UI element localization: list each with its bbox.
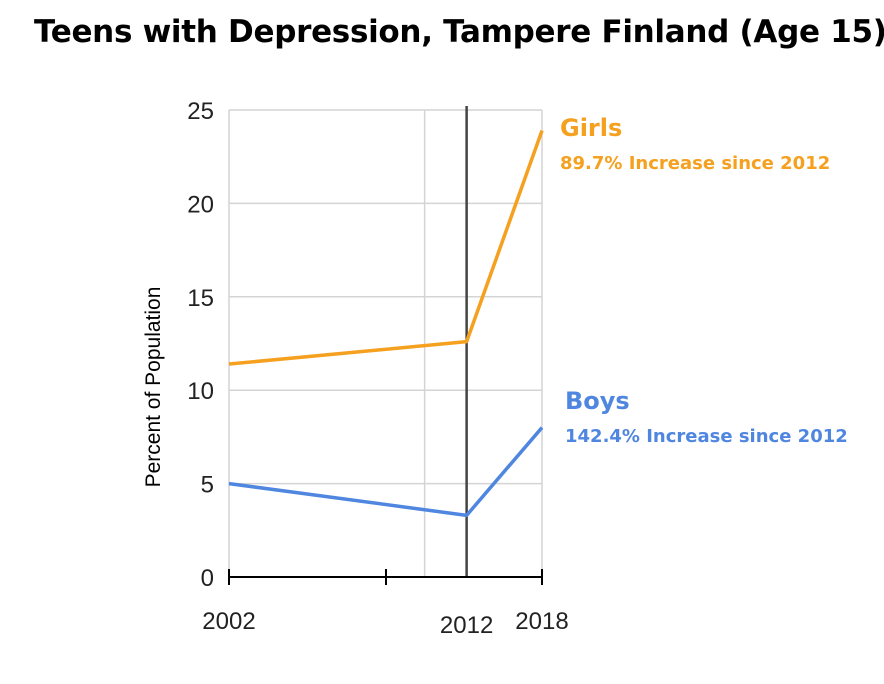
series-lines	[228, 129, 544, 518]
tick-labels: 0 5 10 15 20 25 2002 2012 2018	[187, 98, 568, 639]
y-tick-label: 20	[187, 191, 214, 218]
axes	[228, 569, 543, 585]
x-tick-label: 2002	[202, 608, 255, 635]
series-annotation-girls: 89.7% Increase since 2012	[560, 153, 830, 174]
x-tick-label: 2018	[515, 608, 568, 635]
series-line-boys	[228, 426, 544, 518]
series-annotations: Girls 89.7% Increase since 2012 Boys 142.4%…	[560, 114, 848, 447]
y-tick-label: 25	[187, 98, 214, 125]
series-name-girls: Girls	[560, 114, 622, 142]
series-line-girls	[228, 129, 544, 366]
x-tick-label: 2012	[440, 612, 493, 639]
y-tick-label: 0	[201, 565, 214, 592]
grid-lines	[228, 109, 543, 578]
y-tick-label: 10	[187, 378, 214, 405]
series-annotation-boys: 142.4% Increase since 2012	[565, 426, 848, 447]
series-name-boys: Boys	[565, 387, 630, 415]
y-tick-label: 5	[201, 472, 214, 499]
chart-title: Teens with Depression, Tampere Finland (…	[34, 14, 884, 50]
y-axis-label: Percent of Population	[142, 287, 165, 488]
y-tick-label: 15	[187, 285, 214, 312]
